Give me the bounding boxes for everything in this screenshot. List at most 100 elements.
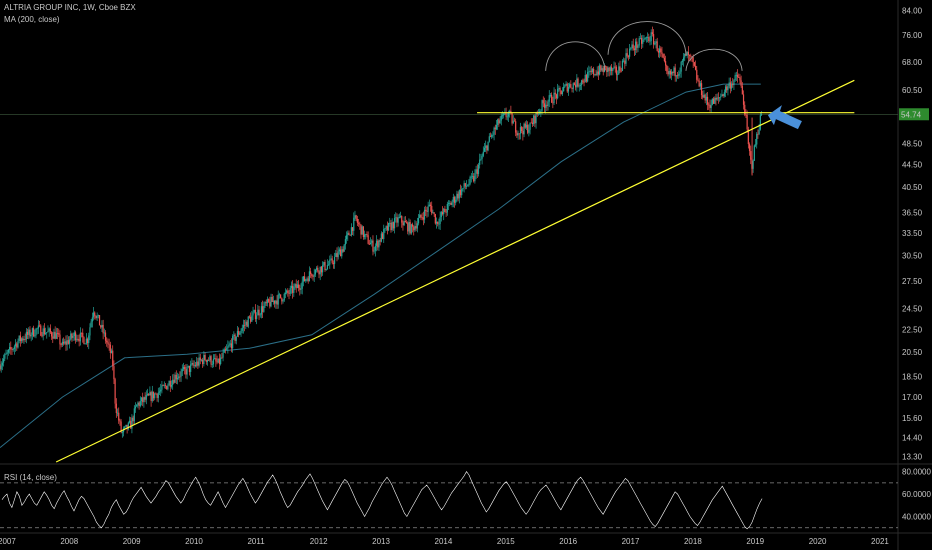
- candle-down: [368, 243, 370, 245]
- candle-down: [745, 114, 747, 116]
- candle-down: [359, 223, 361, 225]
- candle-down: [674, 67, 676, 77]
- candle-down: [702, 95, 704, 98]
- candle-down: [692, 57, 694, 63]
- candle-up: [680, 61, 682, 72]
- candle-up: [301, 281, 303, 289]
- candle-up: [232, 336, 234, 349]
- candle-up: [378, 240, 380, 248]
- candle-down: [106, 340, 108, 343]
- candle-down: [366, 234, 368, 236]
- candle-down: [94, 312, 96, 316]
- candle-down: [112, 350, 114, 367]
- price-tick-label: 20.50: [902, 348, 923, 357]
- candle-down: [248, 316, 251, 318]
- candle-up: [70, 333, 72, 340]
- candle-up: [131, 417, 133, 429]
- candle-up: [327, 264, 330, 266]
- candle-up: [561, 91, 564, 95]
- candle-down: [453, 197, 456, 203]
- price-tick-label: 60.50: [902, 86, 923, 95]
- candle-down: [155, 393, 157, 395]
- candle-up: [517, 133, 519, 136]
- candle-up: [567, 87, 570, 92]
- candle-up: [506, 116, 508, 118]
- candle-down: [356, 219, 358, 223]
- candle-up: [284, 292, 287, 294]
- candle-up: [483, 147, 486, 152]
- candle-down: [554, 92, 556, 95]
- candle-up: [293, 286, 295, 293]
- candle-up: [438, 223, 440, 225]
- candle-up: [643, 38, 645, 40]
- candle-down: [698, 80, 700, 87]
- candle-up: [644, 38, 646, 39]
- candle-up: [272, 300, 275, 302]
- candle-up: [133, 408, 135, 422]
- candle-up: [468, 183, 470, 186]
- candle-down: [434, 214, 436, 224]
- time-tick-label: 2019: [746, 537, 764, 546]
- candle-down: [86, 338, 89, 344]
- candle-down: [750, 151, 752, 160]
- candle-up: [609, 67, 612, 71]
- candle-up: [42, 328, 44, 337]
- candle-up: [649, 40, 651, 42]
- candle-up: [44, 333, 47, 335]
- ma-indicator-label: MA (200, close): [4, 15, 60, 24]
- price-tick-label: 27.50: [902, 277, 923, 286]
- candle-down: [54, 331, 56, 339]
- candle-up: [23, 338, 25, 341]
- candle-down: [401, 216, 403, 223]
- time-tick-label: 2020: [809, 537, 827, 546]
- candle-down: [120, 421, 122, 433]
- candle-down: [473, 176, 475, 182]
- candle-up: [629, 48, 631, 57]
- candle-down: [194, 364, 197, 366]
- candle-up: [721, 94, 723, 97]
- candle-up: [170, 384, 173, 387]
- candle-up: [718, 97, 721, 99]
- candle-up: [395, 217, 397, 219]
- candle-up: [354, 215, 356, 218]
- candle-down: [608, 67, 610, 71]
- candle-down: [672, 71, 674, 73]
- candle-down: [433, 212, 435, 215]
- candle-down: [280, 294, 282, 298]
- candle-up: [25, 331, 27, 340]
- candle-down: [216, 361, 218, 363]
- candle-up: [20, 338, 23, 342]
- candle-down: [551, 94, 553, 103]
- candle-down: [651, 32, 653, 35]
- candle-down: [107, 342, 109, 344]
- candle-up: [229, 343, 231, 345]
- candle-down: [738, 77, 740, 78]
- candle-up: [283, 293, 285, 301]
- candle-down: [691, 56, 693, 58]
- candle-down: [24, 338, 26, 340]
- price-tick-label: 17.00: [902, 393, 923, 402]
- candle-up: [253, 309, 255, 313]
- candle-up: [699, 83, 701, 87]
- candle-down: [130, 420, 132, 429]
- candle-down: [717, 97, 719, 99]
- candle-up: [151, 391, 153, 401]
- rsi-line: [1, 471, 763, 530]
- candle-up: [681, 60, 683, 62]
- candle-up: [380, 233, 382, 242]
- candle-up: [679, 71, 681, 74]
- candle-up: [214, 358, 216, 359]
- candle-up: [576, 78, 578, 88]
- candle-up: [325, 268, 327, 270]
- candle-up: [541, 100, 543, 111]
- candle-up: [124, 426, 126, 429]
- candle-up: [591, 68, 594, 73]
- candle-down: [166, 385, 168, 390]
- candle-down: [197, 361, 199, 366]
- candle-down: [722, 94, 724, 97]
- candle-up: [186, 366, 188, 375]
- candle-up: [160, 389, 162, 392]
- candle-up: [569, 84, 571, 88]
- candle-up: [547, 101, 549, 106]
